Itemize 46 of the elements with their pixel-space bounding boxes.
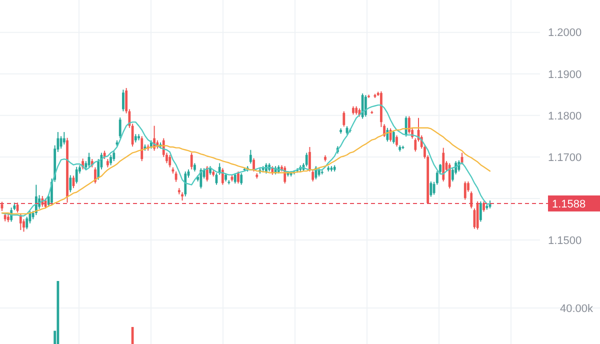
- y-tick-label: 1.1500: [548, 234, 582, 247]
- candlestick: [404, 116, 408, 138]
- candlestick: [184, 170, 187, 197]
- candlestick: [386, 127, 389, 142]
- candlestick: [430, 180, 432, 198]
- candlestick: [94, 166, 96, 184]
- candlestick: [190, 152, 193, 170]
- candlestick: [206, 166, 208, 182]
- candlestick: [305, 152, 308, 167]
- candlestick: [408, 116, 410, 134]
- y-tick-label: 1.2000: [548, 27, 582, 40]
- y-tick-label: 1.1900: [548, 68, 582, 81]
- candlestick: [342, 110, 346, 128]
- candlestick: [364, 94, 367, 118]
- candlestick: [237, 170, 240, 184]
- candlestick: [140, 136, 144, 162]
- candlestick: [174, 170, 178, 182]
- y-tick-label: 1.1800: [548, 110, 582, 122]
- candlestick: [118, 117, 122, 139]
- candlestick: [464, 180, 466, 200]
- candlestick: [479, 200, 482, 222]
- candlestick: [75, 166, 78, 184]
- candlestick: [234, 172, 236, 184]
- candlestick: [112, 150, 116, 162]
- candlestick: [110, 154, 112, 166]
- candlestick: [22, 218, 25, 232]
- candlestick: [122, 89, 124, 112]
- candlestick: [62, 132, 66, 145]
- candlestick: [312, 170, 314, 182]
- candlestick: [240, 172, 243, 186]
- text: 40.00k: [560, 302, 594, 315]
- candlestick: [168, 154, 172, 168]
- y-tick-label: 1.1700: [548, 152, 582, 164]
- candlestick: [69, 174, 72, 193]
- candlestick: [252, 158, 255, 172]
- candlestick: [448, 162, 451, 190]
- candlestick: [396, 134, 398, 148]
- candlestick: [60, 136, 62, 150]
- ref-line-label: 1.1588: [552, 198, 586, 210]
- candlestick: [361, 92, 364, 120]
- candlestick: [308, 146, 311, 172]
- candlestick: [19, 212, 22, 231]
- candlestick: [392, 130, 395, 144]
- candlestick: [249, 149, 252, 164]
- candlestick: [221, 168, 224, 186]
- candlestick: [200, 168, 202, 190]
